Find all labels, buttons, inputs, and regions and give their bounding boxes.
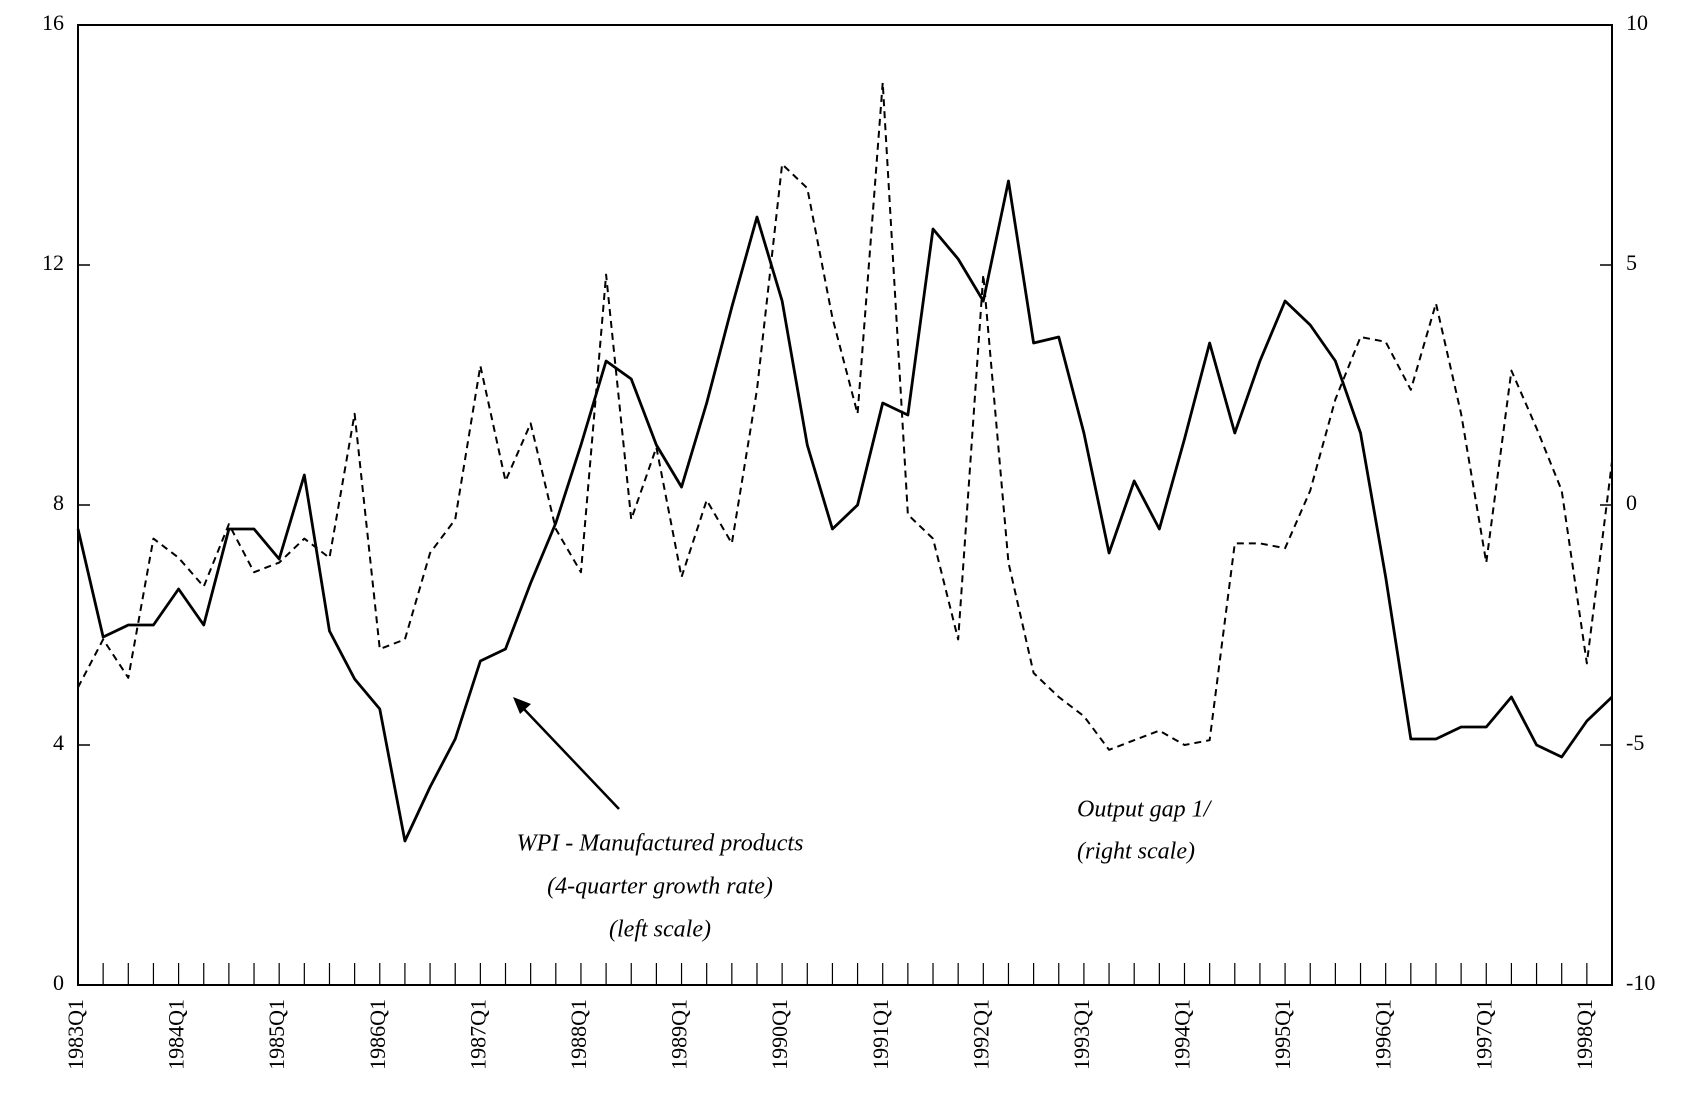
y-tick-label: 0 <box>53 970 64 995</box>
x-tick-label: 1989Q1 <box>667 999 692 1070</box>
annotation: (right scale) <box>1077 839 1195 865</box>
annotation: (4-quarter growth rate) <box>547 874 773 900</box>
y2-tick-label: 5 <box>1626 250 1637 275</box>
y2-tick-label: -10 <box>1626 970 1655 995</box>
annotation: WPI - Manufactured products <box>517 831 804 857</box>
y-tick-label: 12 <box>42 250 64 275</box>
y-tick-label: 4 <box>53 730 64 755</box>
x-tick-label: 1987Q1 <box>465 999 490 1070</box>
x-tick-label: 1986Q1 <box>365 999 390 1070</box>
series-line <box>77 81 1613 751</box>
x-tick-label: 1993Q1 <box>1069 999 1094 1070</box>
annotation: Output gap 1/ <box>1077 797 1213 823</box>
annotation: (left scale) <box>609 917 711 943</box>
x-tick-label: 1985Q1 <box>264 999 289 1070</box>
y-tick-label: 8 <box>53 490 64 515</box>
series-line <box>76 179 1613 843</box>
y2-tick-label: -5 <box>1626 730 1644 755</box>
x-tick-label: 1996Q1 <box>1371 999 1396 1070</box>
y-tick-label: 16 <box>42 10 64 35</box>
arrow-head <box>513 697 531 714</box>
x-tick-label: 1991Q1 <box>868 999 893 1070</box>
x-tick-label: 1983Q1 <box>63 999 88 1070</box>
arrow-shaft <box>521 706 620 810</box>
x-tick-label: 1994Q1 <box>1170 999 1195 1070</box>
x-tick-label: 1997Q1 <box>1471 999 1496 1070</box>
x-tick-label: 1998Q1 <box>1572 999 1597 1070</box>
y2-tick-label: 0 <box>1626 490 1637 515</box>
y2-tick-label: 10 <box>1626 10 1648 35</box>
x-tick-label: 1984Q1 <box>164 999 189 1070</box>
x-tick-label: 1990Q1 <box>767 999 792 1070</box>
x-tick-label: 1988Q1 <box>566 999 591 1070</box>
x-tick-label: 1992Q1 <box>968 999 993 1070</box>
x-tick-label: 1995Q1 <box>1270 999 1295 1070</box>
